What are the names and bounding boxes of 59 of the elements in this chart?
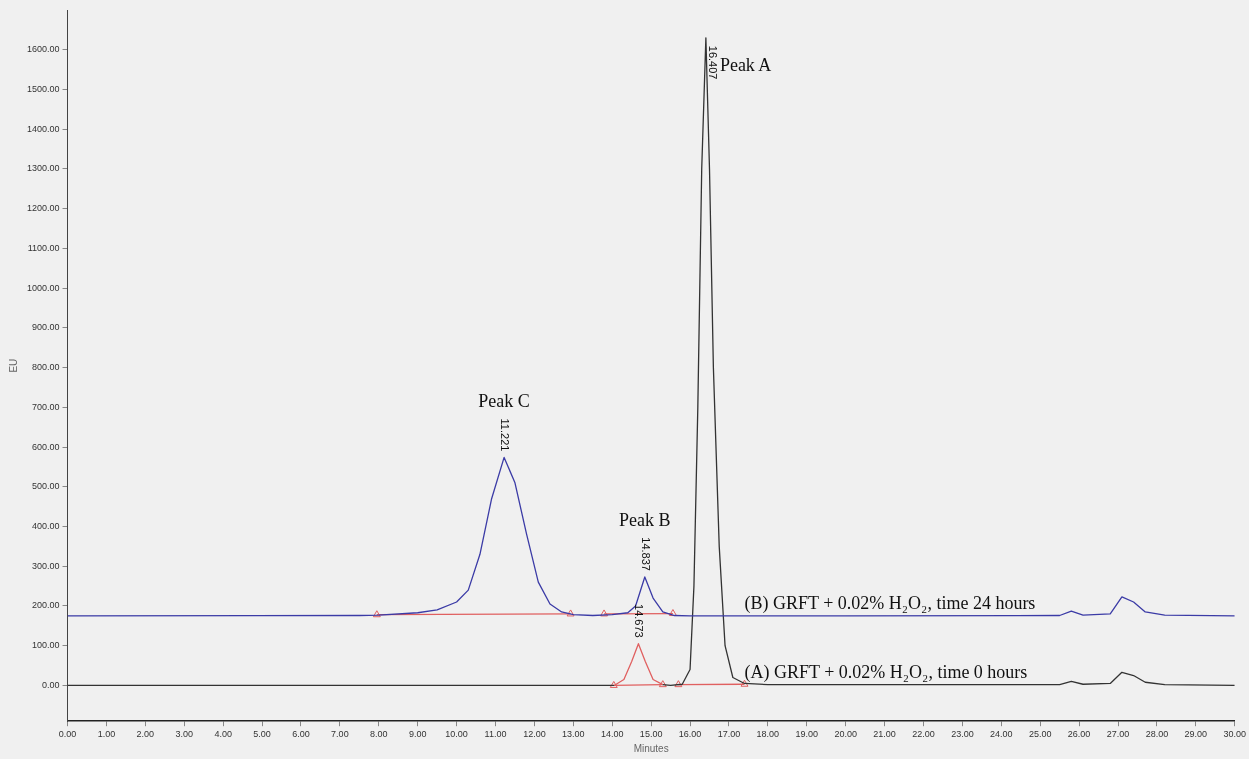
x-tick-label: 23.00 bbox=[951, 729, 974, 740]
x-tick-label: 21.00 bbox=[873, 729, 896, 740]
x-tick-label: 20.00 bbox=[834, 729, 857, 740]
x-tick-label: 4.00 bbox=[214, 729, 232, 740]
x-tick-label: 7.00 bbox=[331, 729, 349, 740]
annotation: Peak A bbox=[719, 54, 772, 75]
x-tick-label: 3.00 bbox=[175, 729, 194, 740]
y-axis-title: EU bbox=[7, 358, 19, 373]
y-tick-label: 500.00 bbox=[32, 481, 60, 492]
x-tick-label: 12.00 bbox=[523, 729, 546, 740]
annotation: 14.837 bbox=[639, 537, 652, 571]
x-tick-label: 16.00 bbox=[678, 729, 702, 740]
x-tick-label: 30.00 bbox=[1223, 729, 1246, 740]
annotation: 14.673 bbox=[633, 604, 646, 638]
x-tick-label: 10.00 bbox=[445, 729, 468, 740]
x-tick-label: 15.00 bbox=[639, 729, 663, 740]
y-tick-label: 200.00 bbox=[32, 600, 60, 611]
x-tick-label: 8.00 bbox=[370, 729, 388, 740]
y-tick-label: 700.00 bbox=[32, 401, 60, 412]
y-tick-label: 1400.00 bbox=[26, 123, 60, 134]
x-tick-label: 11.00 bbox=[484, 729, 507, 740]
y-tick-label: 900.00 bbox=[32, 322, 60, 333]
y-tick-label: 1600.00 bbox=[26, 44, 60, 55]
x-tick-label: 24.00 bbox=[990, 729, 1013, 740]
x-tick-label: 22.00 bbox=[912, 729, 935, 740]
x-tick-label: 2.00 bbox=[136, 729, 155, 740]
x-tick-label: 0.00 bbox=[58, 729, 77, 740]
x-tick-label: 6.00 bbox=[292, 729, 310, 740]
y-tick-label: 0.00 bbox=[42, 679, 60, 690]
series-label: (B) GRFT + 0.02% H₂O₂, time 24 hours bbox=[744, 592, 1036, 614]
y-tick-label: 400.00 bbox=[32, 521, 60, 531]
y-tick-label: 800.00 bbox=[32, 362, 60, 373]
x-tick-label: 27.00 bbox=[1106, 729, 1130, 740]
x-tick-label: 5.00 bbox=[253, 729, 271, 740]
series-label: (A) GRFT + 0.02% H₂O₂, time 0 hours bbox=[744, 662, 1028, 684]
y-tick-label: 1500.00 bbox=[26, 83, 60, 94]
x-tick-label: 9.00 bbox=[408, 729, 427, 740]
x-tick-label: 28.00 bbox=[1145, 729, 1169, 740]
x-tick-label: 25.00 bbox=[1028, 729, 1052, 740]
y-tick-label: 300.00 bbox=[32, 560, 60, 571]
annotation: 11.221 bbox=[499, 418, 512, 452]
x-tick-label: 29.00 bbox=[1184, 729, 1208, 740]
x-tick-label: 18.00 bbox=[756, 729, 780, 740]
y-tick-label: 1100.00 bbox=[27, 242, 60, 253]
y-tick-label: 1000.00 bbox=[26, 282, 60, 293]
y-tick-label: 600.00 bbox=[32, 441, 60, 452]
annotation: Peak C bbox=[478, 391, 530, 412]
x-tick-label: 13.00 bbox=[562, 729, 585, 740]
y-tick-label: 100.00 bbox=[32, 640, 60, 651]
y-tick-label: 1200.00 bbox=[26, 203, 60, 214]
x-axis-title: Minutes bbox=[633, 742, 669, 754]
x-tick-label: 1.00 bbox=[97, 729, 116, 740]
x-tick-label: 26.00 bbox=[1067, 729, 1091, 740]
x-tick-label: 14.00 bbox=[600, 729, 624, 740]
annotation: Peak B bbox=[619, 510, 671, 531]
x-tick-label: 19.00 bbox=[795, 729, 819, 740]
y-tick-label: 1300.00 bbox=[26, 163, 60, 174]
annotation: 16.407 bbox=[706, 45, 719, 80]
x-tick-label: 17.00 bbox=[717, 729, 741, 740]
